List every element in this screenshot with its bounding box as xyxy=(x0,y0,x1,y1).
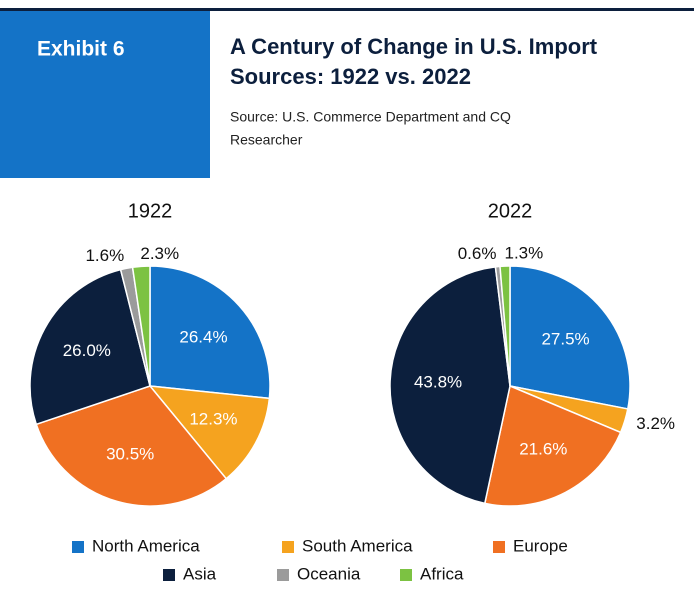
legend-label: North America xyxy=(92,536,200,555)
data-label: 30.5% xyxy=(106,445,154,464)
source: Researcher xyxy=(230,132,303,148)
top-rule xyxy=(0,8,694,11)
pie-slice xyxy=(35,385,228,507)
pie-title: 1922 xyxy=(128,200,173,222)
source: Source: U.S. Commerce Department and CQ xyxy=(230,109,511,125)
pie-slice xyxy=(29,268,151,426)
pie-slice xyxy=(131,265,151,387)
exhibit-label: Exhibit 6 xyxy=(37,38,125,61)
data-label: 3.2% xyxy=(636,414,675,433)
legend-swatch xyxy=(163,569,175,581)
data-label: 12.3% xyxy=(189,410,237,429)
pie-slice xyxy=(149,265,271,400)
data-label: 1.3% xyxy=(505,244,544,263)
pie-slice xyxy=(509,265,631,410)
data-label: 43.8% xyxy=(414,372,462,391)
pie-slice xyxy=(148,385,271,480)
data-label: 21.6% xyxy=(519,439,567,458)
data-label: 26.4% xyxy=(179,327,227,346)
legend-swatch xyxy=(400,569,412,581)
pie-slice xyxy=(389,266,511,505)
legend-label: Oceania xyxy=(297,564,361,583)
pie-title: 2022 xyxy=(488,200,533,222)
title: Sources: 1922 vs. 2022 xyxy=(230,64,471,89)
legend-label: Europe xyxy=(513,536,568,555)
data-label: 0.6% xyxy=(458,244,497,263)
legend-swatch xyxy=(277,569,289,581)
data-label: 27.5% xyxy=(541,330,589,349)
legend-swatch xyxy=(493,541,505,553)
data-label: 2.3% xyxy=(140,244,179,263)
legend-label: Africa xyxy=(420,564,464,583)
legend-swatch xyxy=(282,541,294,553)
legend-label: South America xyxy=(302,536,413,555)
pie-slice xyxy=(499,265,511,387)
pie-slice xyxy=(483,384,622,507)
title: A Century of Change in U.S. Import xyxy=(230,34,598,59)
data-label: 1.6% xyxy=(85,246,124,265)
data-label: 26.0% xyxy=(63,341,111,360)
legend-label: Asia xyxy=(183,564,217,583)
exhibit-box xyxy=(0,11,210,178)
legend-swatch xyxy=(72,541,84,553)
